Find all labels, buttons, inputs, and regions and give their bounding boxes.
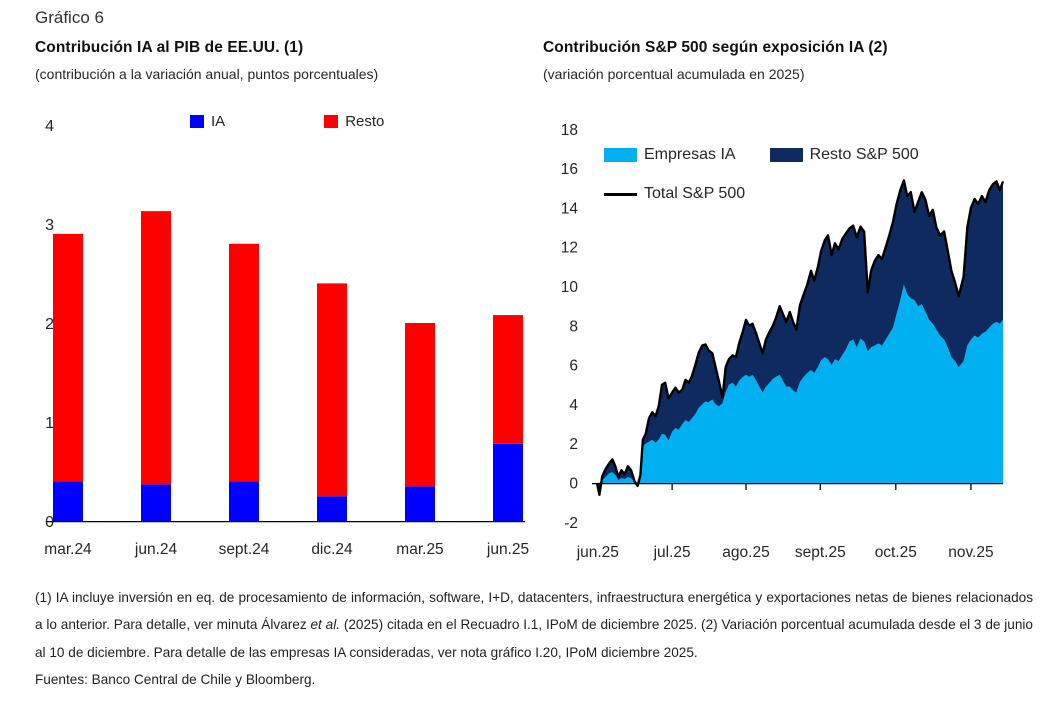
bar-segment-ia <box>493 443 523 521</box>
y-tick-label: 18 <box>561 122 578 139</box>
y-tick-label: 14 <box>561 200 579 217</box>
left-chart-legend: IA Resto <box>190 113 384 130</box>
legend-item-empresas-ia: Empresas IA <box>604 146 736 164</box>
y-tick-label: 3 <box>45 217 54 234</box>
sources-text: Fuentes: Banco Central de Chile y Bloomb… <box>35 672 316 688</box>
y-tick-label: 12 <box>561 240 578 257</box>
legend-label-empresas-ia: Empresas IA <box>644 146 736 163</box>
x-axis-label: jul.25 <box>653 544 691 561</box>
bar-segment-resto <box>405 323 435 487</box>
line-total-sp500 <box>595 179 1005 496</box>
y-tick-label: 2 <box>45 316 54 333</box>
bar-segment-resto <box>141 211 171 485</box>
bar-segment-resto <box>493 315 523 444</box>
area-resto-sp500 <box>597 180 1003 495</box>
x-axis-label: sept.24 <box>219 541 270 558</box>
bar-segment-ia <box>405 486 435 521</box>
right-chart-legend-row2: Total S&P 500 <box>604 185 745 203</box>
y-tick-label: 16 <box>561 161 578 178</box>
x-axis-label: oct.25 <box>875 544 917 561</box>
footnote-text: (1) IA incluye inversión en eq. de proce… <box>35 590 1033 660</box>
x-axis-label: ago.25 <box>722 544 769 561</box>
legend-label-ia: IA <box>211 113 226 130</box>
right-chart-title: Contribución S&P 500 según exposición IA… <box>543 39 888 56</box>
bar-segment-resto <box>53 233 83 482</box>
resto-sp500-swatch-icon <box>769 148 803 162</box>
total-sp500-line-icon <box>604 192 637 196</box>
x-axis-label: jun.25 <box>576 544 619 561</box>
legend-label-resto: Resto <box>345 113 385 130</box>
bar-segment-resto <box>229 243 259 482</box>
y-tick-label: 4 <box>45 118 54 135</box>
figure-label: Gráfico 6 <box>35 8 104 27</box>
y-tick-label: 8 <box>569 318 578 335</box>
left-bar-chart: 0 1 2 3 4 mar.24 jun.24 sept.24 dic.24 mar.25 jun.… <box>44 118 529 558</box>
ia-swatch-icon <box>190 115 204 128</box>
y-tick-label: 0 <box>569 476 578 493</box>
legend-label-total-sp500: Total S&P 500 <box>644 185 746 202</box>
y-tick-label: 2 <box>569 436 578 453</box>
legend-item-total-sp500: Total S&P 500 <box>604 185 745 203</box>
empresas-ia-swatch-icon <box>604 148 637 162</box>
et-al-italic: et al. <box>310 617 341 633</box>
left-chart-subtitle: (contribución a la variación anual, punt… <box>35 66 379 82</box>
area-empresas-ia <box>597 284 1003 483</box>
x-axis-label: mar.24 <box>44 541 92 558</box>
legend-label-resto-sp500: Resto S&P 500 <box>809 146 919 163</box>
y-tick-label: -2 <box>564 515 578 532</box>
legend-item-ia: IA <box>190 113 225 130</box>
bar-segment-ia <box>317 496 347 521</box>
x-axis-label: jun.24 <box>134 541 178 558</box>
resto-swatch-icon <box>324 115 339 128</box>
y-tick-label: 10 <box>561 279 579 296</box>
footnote-block: (1) IA incluye inversión en eq. de proce… <box>35 584 1033 694</box>
legend-item-resto: Resto <box>324 113 384 130</box>
bar-segment-ia <box>53 481 83 521</box>
x-axis-label: nov.25 <box>948 544 993 561</box>
left-chart-title: Contribución IA al PIB de EE.UU. (1) <box>35 39 304 56</box>
legend-item-resto-sp500: Resto S&P 500 <box>769 146 919 164</box>
y-tick-label: 6 <box>569 358 578 375</box>
x-axis-label: dic.24 <box>311 541 353 558</box>
y-tick-label: 4 <box>569 397 578 414</box>
bar-segment-ia <box>141 484 171 521</box>
right-chart-legend-row1: Empresas IA Resto S&P 500 <box>604 146 919 164</box>
bar-segment-ia <box>229 481 259 521</box>
y-tick-label: 0 <box>45 514 54 531</box>
right-area-chart: -2 0 2 4 6 8 10 12 14 16 18 jun.25 jul.25 ago.25 sept.… <box>561 122 1005 561</box>
x-axis-label: mar.25 <box>396 541 443 558</box>
right-chart-subtitle: (variación porcentual acumulada en 2025) <box>543 66 805 82</box>
x-axis-label: sept.25 <box>795 544 846 561</box>
x-axis-label: jun.25 <box>486 541 529 558</box>
bar-segment-resto <box>317 283 347 497</box>
y-tick-label: 1 <box>45 415 54 432</box>
